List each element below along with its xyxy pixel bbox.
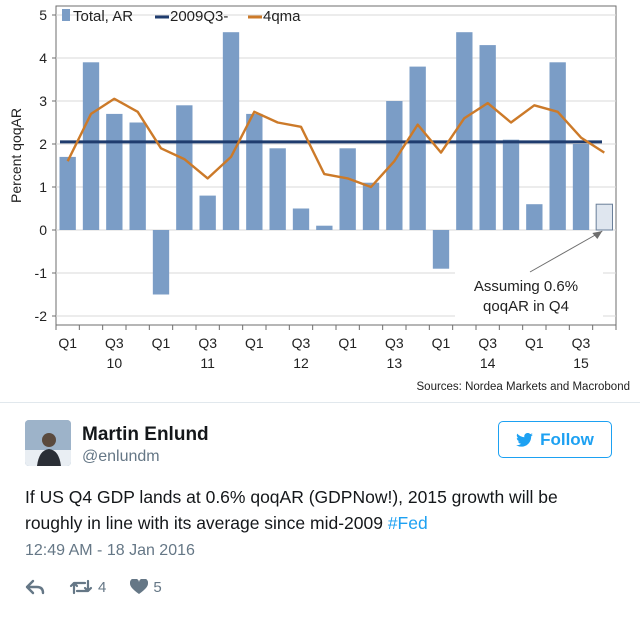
- x-year-label: 11: [200, 355, 215, 371]
- bar: [106, 113, 123, 230]
- x-tick-label: Q1: [525, 335, 544, 351]
- twitter-bird-icon: [516, 432, 533, 447]
- chart-tweet-divider: [0, 402, 640, 403]
- author-handle[interactable]: @enlundm: [82, 448, 160, 465]
- bar: [362, 182, 380, 230]
- moving-average-line: [66, 97, 605, 189]
- author-name[interactable]: Martin Enlund: [82, 424, 209, 445]
- bar: [246, 113, 263, 230]
- hashtag-link[interactable]: #Fed: [387, 513, 428, 533]
- bar: [222, 32, 240, 231]
- bar: [129, 122, 146, 230]
- bar: [269, 148, 286, 230]
- y-tick-label: 1: [39, 179, 47, 195]
- chart-source: Sources: Nordea Markets and Macrobond: [417, 381, 631, 393]
- annotation-pointer: [529, 230, 603, 273]
- x-year-label: 14: [480, 355, 496, 371]
- bar: [199, 195, 216, 230]
- annotation-box: [455, 270, 603, 320]
- bar: [572, 144, 590, 230]
- x-tick-label: Q3: [292, 335, 311, 351]
- legend-swatch-bars: [62, 9, 70, 21]
- bar: [339, 148, 356, 230]
- x-tick-label: Q1: [432, 335, 451, 351]
- bar: [316, 225, 333, 230]
- x-year-label: 15: [573, 355, 589, 371]
- annotation-arrowhead: [592, 231, 603, 239]
- heart-icon: [130, 579, 149, 594]
- y-tick-label: 0: [39, 222, 47, 238]
- follow-label: Follow: [540, 429, 594, 449]
- gdp-chart: -2 -1 0 1 2 3 4 5 Percent qoqAR Total, AR 2009Q3- 4…: [8, 5, 631, 393]
- y-tick-label: 3: [39, 93, 47, 109]
- retweet-button[interactable]: 4: [69, 579, 106, 596]
- bar: [479, 45, 496, 230]
- legend-label-average: 2009Q3-: [170, 8, 228, 25]
- tweet-text: If US Q4 GDP lands at 0.6% qoqAR (GDPNow…: [25, 484, 615, 536]
- bar: [386, 101, 403, 230]
- bar: [502, 139, 520, 230]
- x-tick-label: Q3: [105, 335, 124, 351]
- bar: [152, 230, 170, 295]
- x-tick-label: Q1: [152, 335, 171, 351]
- y-tick-label: 4: [39, 50, 47, 66]
- x-year-label: 12: [293, 355, 309, 371]
- legend-label-4qma: 4qma: [263, 8, 301, 25]
- y-tick-label: -1: [35, 265, 48, 281]
- follow-button[interactable]: Follow: [498, 421, 612, 458]
- like-count: 5: [153, 578, 162, 596]
- retweet-icon: [69, 579, 93, 595]
- bar: [82, 62, 100, 230]
- avatar[interactable]: [25, 420, 71, 466]
- x-tick-label: Q1: [338, 335, 357, 351]
- tweet-body: If US Q4 GDP lands at 0.6% qoqAR (GDPNow…: [25, 487, 558, 533]
- annotation-line-1: Assuming 0.6%: [474, 278, 578, 295]
- bar: [176, 105, 193, 230]
- x-tick-label: Q3: [385, 335, 404, 351]
- x-year-label: 13: [387, 355, 403, 371]
- y-axis-label: Percent qoqAR: [8, 108, 24, 203]
- like-button[interactable]: 5: [130, 578, 162, 596]
- retweet-count: 4: [98, 578, 107, 596]
- bar: [292, 208, 310, 230]
- reply-icon: [25, 579, 45, 595]
- bar: [549, 62, 566, 230]
- x-tick-label: Q1: [58, 335, 77, 351]
- legend-label-bars: Total, AR: [73, 8, 133, 25]
- tweet-timestamp[interactable]: 12:49 AM - 18 Jan 2016: [25, 542, 195, 559]
- y-tick-label: 5: [39, 7, 47, 23]
- bar: [456, 32, 473, 231]
- x-year-label: 10: [107, 355, 123, 371]
- reply-button[interactable]: [25, 579, 45, 595]
- y-tick-label: 2: [39, 136, 47, 152]
- y-tick-label: -2: [35, 308, 48, 324]
- bar: [432, 230, 450, 269]
- x-tick-label: Q3: [478, 335, 497, 351]
- bar: [409, 66, 426, 230]
- annotation-line-2: qoqAR in Q4: [483, 298, 569, 315]
- bar: [526, 204, 543, 230]
- x-tick-label: Q3: [198, 335, 217, 351]
- x-tick-label: Q3: [572, 335, 591, 351]
- projected-bar: [595, 203, 614, 231]
- bar: [59, 156, 76, 230]
- tweet-actions: 4 5: [25, 575, 186, 599]
- x-tick-label: Q1: [245, 335, 264, 351]
